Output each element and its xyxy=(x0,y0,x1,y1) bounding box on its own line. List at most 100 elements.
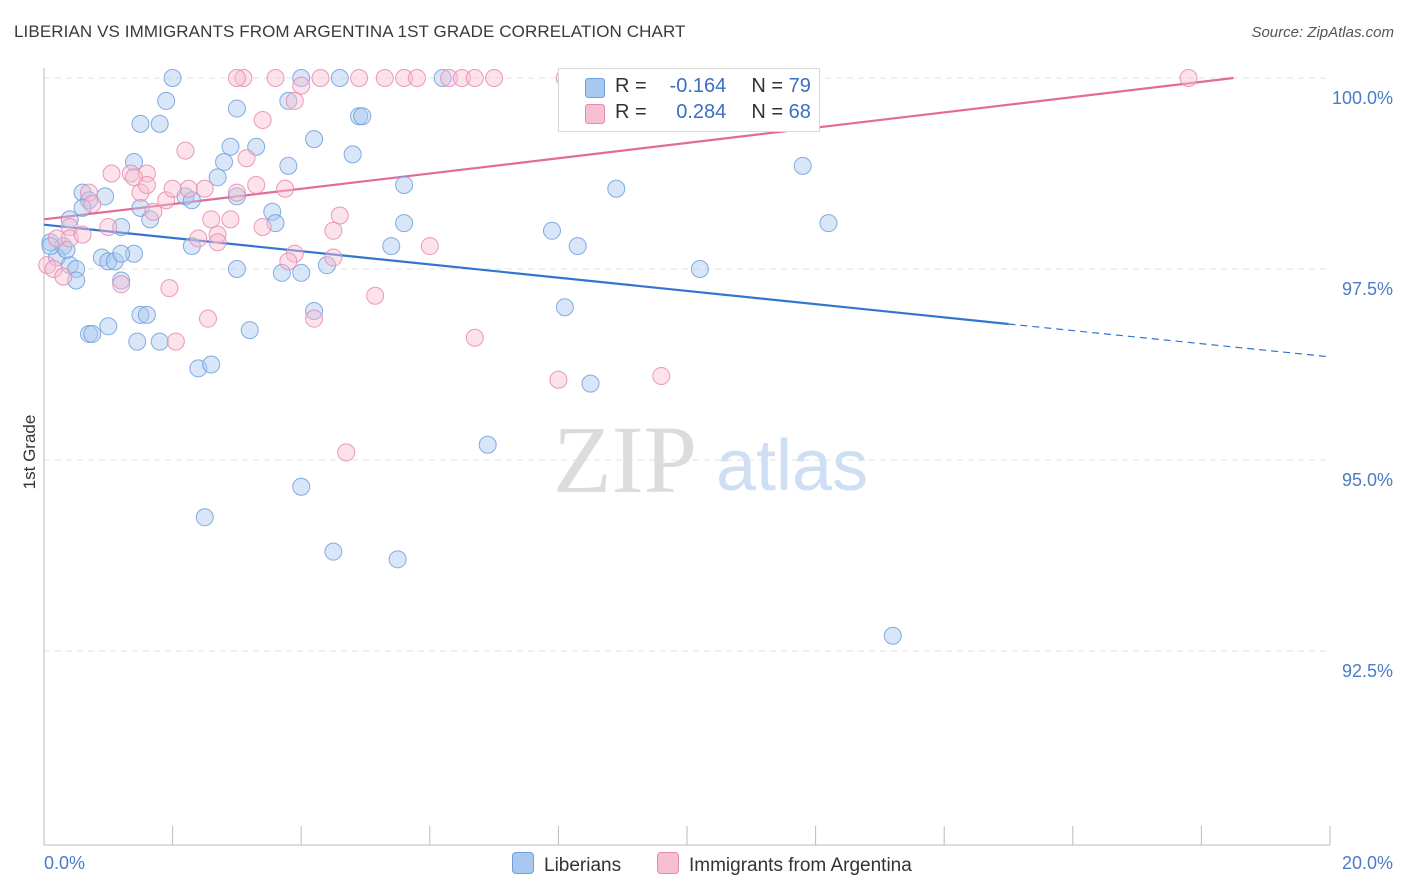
data-point xyxy=(131,183,150,202)
series-argentina-points xyxy=(38,69,1198,462)
data-point xyxy=(227,260,246,278)
r-value: -0.164 xyxy=(669,75,727,97)
data-point xyxy=(279,252,298,271)
data-point xyxy=(305,302,324,321)
data-point xyxy=(227,69,246,87)
data-point xyxy=(189,229,208,248)
data-point xyxy=(73,183,92,202)
data-point xyxy=(227,187,246,206)
data-point xyxy=(819,214,838,233)
n-value: 68 xyxy=(788,101,811,123)
data-point xyxy=(202,210,221,229)
data-point xyxy=(150,114,169,133)
watermark-atlas: atlas xyxy=(716,426,868,506)
trend-lines xyxy=(43,76,1331,358)
data-point xyxy=(47,229,66,248)
legend-item-argentina: Immigrants from Argentina xyxy=(657,852,912,877)
argentina-legend-swatch xyxy=(657,852,679,874)
data-point xyxy=(433,69,452,87)
data-point xyxy=(395,175,414,194)
data-point xyxy=(279,91,298,110)
data-point xyxy=(73,225,92,244)
data-point xyxy=(125,244,144,263)
data-point xyxy=(125,153,144,172)
data-point xyxy=(215,153,234,172)
data-point xyxy=(324,542,343,561)
data-point xyxy=(247,175,266,194)
data-point xyxy=(266,69,285,87)
data-point xyxy=(465,328,484,347)
data-point xyxy=(163,69,182,87)
data-point xyxy=(57,240,76,259)
data-point xyxy=(353,107,372,126)
data-point xyxy=(102,164,121,183)
data-point xyxy=(388,550,407,569)
trend-line xyxy=(43,223,1009,326)
data-point xyxy=(292,76,311,95)
data-point xyxy=(272,263,291,282)
data-point xyxy=(440,69,459,87)
data-point xyxy=(166,332,185,351)
r-value: 0.284 xyxy=(676,101,727,123)
data-point xyxy=(375,69,394,87)
data-point xyxy=(83,195,102,214)
data-point xyxy=(568,237,587,256)
data-point xyxy=(176,141,195,160)
data-point xyxy=(221,210,240,229)
data-point xyxy=(285,244,304,263)
data-point xyxy=(144,202,163,221)
data-point xyxy=(330,206,349,225)
data-point xyxy=(690,260,709,278)
chart-title: LIBERIAN VS IMMIGRANTS FROM ARGENTINA 1S… xyxy=(14,22,686,41)
data-point xyxy=(343,145,362,164)
data-point xyxy=(60,210,79,229)
data-point xyxy=(128,332,147,351)
data-point xyxy=(276,179,295,198)
data-point xyxy=(208,168,227,187)
data-point xyxy=(330,69,349,87)
data-point xyxy=(652,366,671,385)
data-point xyxy=(407,69,426,87)
data-point xyxy=(292,69,311,87)
data-point xyxy=(179,179,198,198)
data-point xyxy=(208,233,227,252)
data-point xyxy=(54,267,73,286)
data-point xyxy=(465,69,484,87)
data-point xyxy=(150,332,169,351)
data-point xyxy=(292,263,311,282)
data-point xyxy=(202,355,221,374)
x-tick-label: 20.0% xyxy=(1342,853,1393,873)
data-point xyxy=(131,114,150,133)
data-point xyxy=(112,217,131,236)
series-liberians-points xyxy=(41,69,902,645)
data-point xyxy=(311,69,330,87)
chart-source: Source: ZipAtlas.com xyxy=(1251,24,1394,41)
data-point xyxy=(1179,69,1198,87)
data-point xyxy=(555,298,574,317)
data-point xyxy=(324,248,343,267)
data-point xyxy=(227,183,246,202)
data-point xyxy=(112,244,131,263)
liberians-legend-swatch xyxy=(512,852,534,874)
data-point xyxy=(195,508,214,527)
trend-line xyxy=(43,76,1234,221)
y-tick-label: 95.0% xyxy=(1342,470,1393,490)
data-point xyxy=(157,191,176,210)
data-point xyxy=(395,69,414,87)
data-point xyxy=(350,69,369,87)
data-point xyxy=(317,256,336,275)
data-point xyxy=(83,324,102,343)
data-point xyxy=(160,279,179,298)
data-point xyxy=(292,477,311,496)
data-point xyxy=(137,175,156,194)
data-point xyxy=(542,221,561,240)
data-point xyxy=(112,271,131,290)
data-point xyxy=(105,252,124,271)
axes xyxy=(43,68,1331,846)
data-point xyxy=(366,286,385,305)
data-point xyxy=(44,260,63,278)
data-point xyxy=(305,309,324,328)
data-point xyxy=(883,626,902,645)
data-point xyxy=(99,317,118,336)
